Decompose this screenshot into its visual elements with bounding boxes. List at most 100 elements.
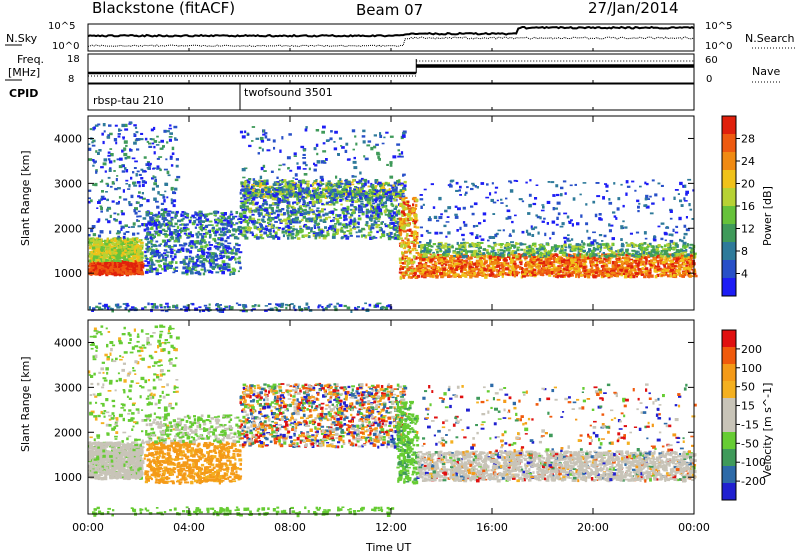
- power-cell: [315, 234, 318, 238]
- power-cell: [223, 267, 228, 271]
- power-cell: [168, 261, 173, 265]
- power-cell: [149, 251, 152, 256]
- power-cell: [124, 267, 127, 271]
- power-cell: [165, 263, 169, 267]
- power-cell: [145, 223, 149, 227]
- power-cell: [174, 266, 179, 269]
- power-cell: [215, 228, 220, 231]
- power-cell: [118, 220, 122, 225]
- power-cell: [109, 256, 113, 259]
- power-cell: [199, 212, 204, 215]
- power-cell: [132, 222, 136, 226]
- power-cell: [235, 248, 240, 252]
- power-cell: [110, 270, 114, 273]
- power-cell: [370, 220, 373, 222]
- power-cell: [317, 200, 321, 204]
- power-cell: [345, 235, 350, 239]
- power-cell: [188, 242, 191, 245]
- power-cell: [108, 160, 113, 164]
- power-cell: [163, 168, 168, 171]
- power-cell: [315, 143, 319, 147]
- power-cell: [237, 270, 240, 273]
- power-cell: [242, 210, 247, 214]
- power-cell: [157, 211, 161, 215]
- power-cell: [399, 220, 403, 223]
- power-cell: [97, 242, 100, 246]
- power-cell: [357, 182, 360, 185]
- power-cell: [125, 144, 128, 147]
- power-cell: [330, 227, 335, 230]
- power-cell: [184, 242, 187, 246]
- power-cell: [173, 249, 176, 252]
- power-cell: [264, 185, 267, 188]
- power-cell: [257, 152, 260, 155]
- power-cell: [221, 260, 226, 264]
- power-cell: [376, 206, 381, 210]
- power-cell: [185, 266, 189, 269]
- power-cell: [393, 195, 398, 199]
- power-cell: [180, 227, 183, 229]
- power-cell: [241, 168, 246, 172]
- power-cell: [275, 196, 279, 199]
- power-cell: [261, 184, 265, 187]
- power-cell: [90, 252, 94, 256]
- power-cell: [93, 265, 96, 269]
- power-cell: [111, 255, 115, 259]
- power-cell: [337, 222, 342, 226]
- power-cell: [371, 237, 374, 240]
- power-cell: [113, 212, 117, 215]
- power-cell: [334, 225, 337, 229]
- power-cell: [186, 214, 189, 217]
- power-cell: [210, 258, 214, 262]
- power-cell: [413, 269, 417, 272]
- power-cell: [344, 225, 349, 229]
- power-cell: [171, 146, 175, 151]
- power-cell: [341, 188, 346, 191]
- power-cell: [150, 226, 154, 230]
- power-cell: [382, 182, 385, 186]
- power-cell: [402, 254, 405, 257]
- power-cell: [182, 217, 185, 220]
- power-cell: [91, 266, 94, 269]
- power-cell: [171, 152, 175, 155]
- power-cell: [343, 185, 346, 189]
- power-cell: [276, 204, 280, 207]
- power-cell: [162, 220, 165, 223]
- power-cell: [408, 209, 411, 214]
- power-cell: [91, 264, 95, 267]
- power-cell: [259, 206, 263, 210]
- power-cell: [351, 189, 354, 193]
- power-cell: [228, 258, 232, 261]
- power-cell: [162, 233, 166, 235]
- power-cell: [199, 214, 203, 218]
- power-cell: [160, 253, 164, 257]
- power-cell: [347, 194, 350, 198]
- power-cell: [120, 253, 124, 257]
- power-cell: [349, 187, 352, 190]
- power-cell: [257, 228, 262, 231]
- power-cell: [137, 271, 142, 274]
- power-cell: [300, 188, 303, 192]
- power-cell: [192, 262, 196, 266]
- power-cell: [286, 196, 289, 200]
- power-cell: [376, 151, 380, 155]
- power-cell: [262, 182, 266, 185]
- power-cell: [141, 197, 146, 200]
- power-cell: [336, 182, 339, 186]
- power-cell: [329, 193, 334, 196]
- power-cell: [199, 254, 204, 258]
- power-cell: [305, 189, 309, 192]
- power-cell: [327, 192, 331, 195]
- power-cell: [146, 140, 150, 143]
- power-cell: [399, 189, 403, 193]
- power-cell: [361, 187, 364, 190]
- power-cell: [98, 264, 102, 267]
- power-cell: [107, 154, 111, 157]
- power-cell: [280, 183, 284, 185]
- power-cell: [248, 218, 252, 222]
- power-cell: [200, 268, 204, 271]
- power-cell: [146, 270, 149, 274]
- power-cell: [388, 210, 393, 213]
- power-cell: [375, 196, 379, 200]
- power-cell: [294, 178, 298, 180]
